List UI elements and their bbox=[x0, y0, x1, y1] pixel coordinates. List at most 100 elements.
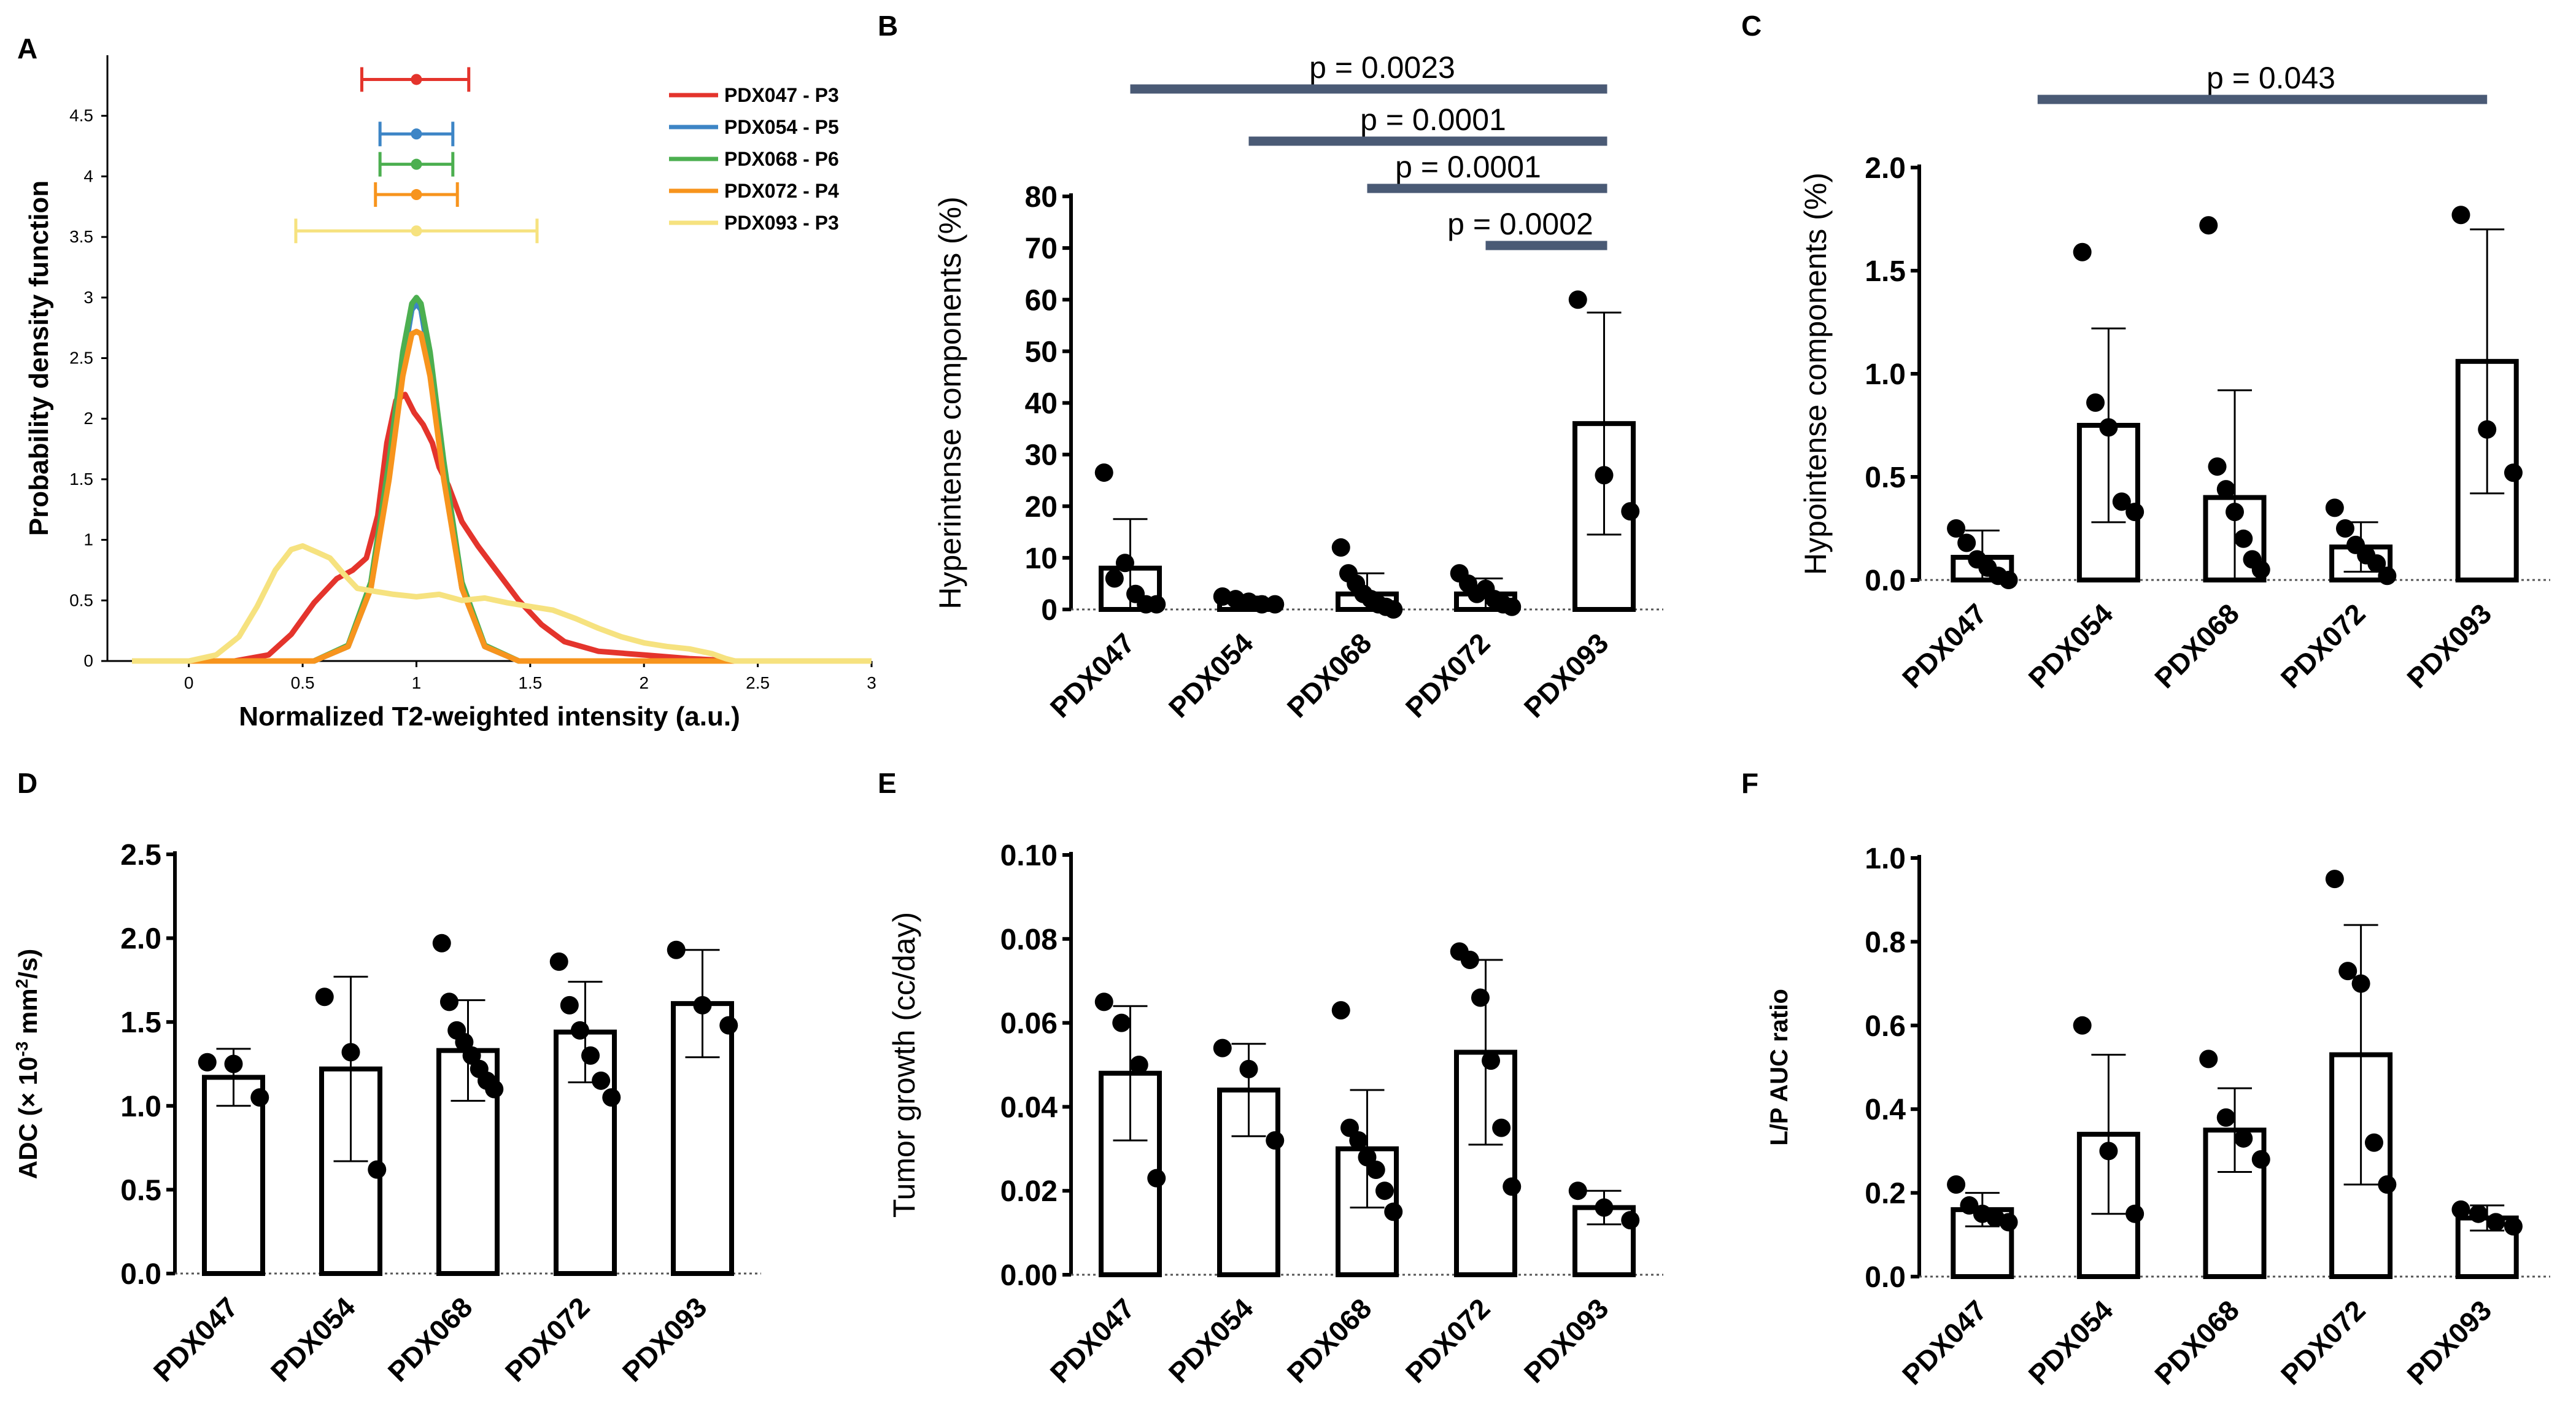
panel-b-hyperintense-chart: 0 10 20 30 40 50 60 70 80 Hyperintense components… bbox=[933, 50, 1663, 724]
y-tick-label: 0.02 bbox=[1000, 1175, 1058, 1208]
y-tick-label: 0.08 bbox=[1000, 924, 1058, 956]
y-tick-label: 0.0 bbox=[1865, 565, 1906, 597]
data-point bbox=[2234, 529, 2253, 548]
data-point bbox=[2469, 1204, 2488, 1223]
data-point bbox=[2099, 418, 2118, 437]
data-point bbox=[1482, 1051, 1501, 1070]
data-point bbox=[1239, 1059, 1258, 1078]
y-tick-label: 0 bbox=[83, 651, 93, 670]
x-tick-label: 2 bbox=[639, 673, 649, 692]
x-tick-label: 1 bbox=[412, 673, 422, 692]
significance-label: p = 0.0002 bbox=[1447, 207, 1593, 241]
data-point bbox=[1115, 554, 1134, 573]
data-point bbox=[1621, 1211, 1640, 1230]
data-point bbox=[2486, 1213, 2505, 1232]
panel-a-density-chart: 0 0.5 1 1.5 2 2.5 3 0 0.5 1 1.5 2 2.5 3 3.5 4 4.5 Normali… bbox=[24, 55, 876, 732]
data-point bbox=[2216, 480, 2235, 499]
data-point bbox=[2504, 1217, 2523, 1236]
data-point bbox=[1568, 1181, 1587, 1200]
x-tick-label: PDX068 bbox=[1281, 627, 1378, 724]
density-curve-pdx093 bbox=[132, 543, 872, 664]
y-axis-label: ADC (× 10-3 mm2/s) bbox=[12, 949, 43, 1179]
significance-label: p = 0.0001 bbox=[1360, 102, 1506, 137]
mean-marker bbox=[411, 74, 422, 85]
data-point bbox=[719, 1016, 738, 1035]
y-tick-label: 20 bbox=[1025, 491, 1058, 524]
y-axis-label: L/P AUC ratio bbox=[1766, 989, 1793, 1146]
data-point bbox=[1094, 992, 1113, 1011]
data-point bbox=[2378, 566, 2397, 586]
data-point bbox=[2226, 503, 2244, 522]
data-point bbox=[1999, 1213, 2018, 1232]
y-tick-label: 1.5 bbox=[1865, 255, 1906, 288]
x-tick-label: PDX093 bbox=[2400, 597, 2497, 694]
y-tick-label: 4.5 bbox=[69, 106, 93, 125]
data-point bbox=[462, 1046, 481, 1065]
data-point bbox=[667, 940, 686, 959]
legend-label: PDX047 - P3 bbox=[724, 84, 839, 106]
data-point bbox=[2364, 1133, 2383, 1152]
mean-marker bbox=[411, 225, 422, 237]
data-point bbox=[1492, 1118, 1511, 1137]
y-tick-label: 80 bbox=[1025, 181, 1058, 214]
x-tick-label: PDX047 bbox=[1044, 1292, 1141, 1389]
data-point bbox=[250, 1088, 269, 1107]
y-axis-label-part: 2 bbox=[12, 979, 31, 989]
bar-pdx047 bbox=[202, 1075, 265, 1276]
data-point bbox=[2125, 1204, 2145, 1223]
data-point bbox=[1147, 1169, 1166, 1188]
x-tick-label: PDX068 bbox=[382, 1291, 479, 1388]
y-tick-label: 1.0 bbox=[120, 1091, 161, 1123]
y-tick-label: 70 bbox=[1025, 233, 1058, 265]
data-point bbox=[368, 1160, 387, 1179]
legend-label: PDX054 - P5 bbox=[724, 116, 839, 138]
mean-marker bbox=[411, 128, 422, 140]
data-point bbox=[2251, 560, 2270, 579]
data-point bbox=[2099, 1142, 2118, 1161]
x-tick-label: 1.5 bbox=[518, 673, 542, 692]
y-tick-label: 2 bbox=[83, 409, 93, 428]
data-point bbox=[2325, 870, 2344, 889]
data-point bbox=[2367, 554, 2386, 573]
x-tick-label: PDX047 bbox=[1044, 627, 1141, 724]
data-point bbox=[1331, 1001, 1350, 1020]
y-tick-label: 0.10 bbox=[1000, 840, 1058, 872]
y-tick-label: 2.0 bbox=[120, 923, 161, 956]
y-tick-label: 0.0 bbox=[1865, 1261, 1906, 1294]
data-point bbox=[1595, 1198, 1614, 1217]
panel-letter-e: E bbox=[878, 767, 897, 799]
x-tick-label: 2.5 bbox=[746, 673, 770, 692]
mean-marker bbox=[411, 158, 422, 170]
x-tick-label: PDX072 bbox=[499, 1291, 596, 1388]
data-point bbox=[1213, 1038, 1232, 1057]
data-point bbox=[2086, 393, 2105, 412]
data-point bbox=[1503, 1177, 1522, 1196]
data-point bbox=[1595, 466, 1614, 485]
data-point bbox=[1999, 571, 2018, 589]
y-tick-label: 60 bbox=[1025, 284, 1058, 317]
data-point bbox=[549, 952, 568, 971]
data-point bbox=[1366, 1161, 1385, 1179]
panel-letter-c: C bbox=[1741, 10, 1762, 42]
data-point bbox=[1349, 1131, 1368, 1150]
data-point bbox=[2351, 974, 2370, 993]
data-point bbox=[1375, 1181, 1394, 1200]
data-point bbox=[602, 1088, 621, 1107]
data-point bbox=[224, 1054, 243, 1073]
data-point bbox=[1947, 519, 1966, 538]
panel-letter-a: A bbox=[17, 33, 37, 64]
data-point bbox=[2112, 492, 2131, 511]
y-axis-label: Hypointense components (%) bbox=[1798, 172, 1833, 575]
panel-c-hypointense-chart: 0.0 0.5 1.0 1.5 2.0 Hypointense components (%… bbox=[1798, 61, 2550, 694]
x-tick-label: PDX068 bbox=[2148, 597, 2245, 694]
y-tick-label: 4 bbox=[83, 166, 93, 185]
y-tick-label: 0.6 bbox=[1865, 1010, 1906, 1043]
density-curve-pdx054 bbox=[132, 301, 872, 664]
significance-label: p = 0.0001 bbox=[1395, 150, 1541, 184]
y-tick-label: 0.00 bbox=[1000, 1259, 1058, 1292]
data-point bbox=[1147, 595, 1166, 614]
data-point bbox=[2073, 242, 2092, 261]
data-point bbox=[2199, 1050, 2218, 1069]
y-tick-label: 50 bbox=[1025, 336, 1058, 368]
x-tick-label: PDX093 bbox=[616, 1291, 713, 1388]
